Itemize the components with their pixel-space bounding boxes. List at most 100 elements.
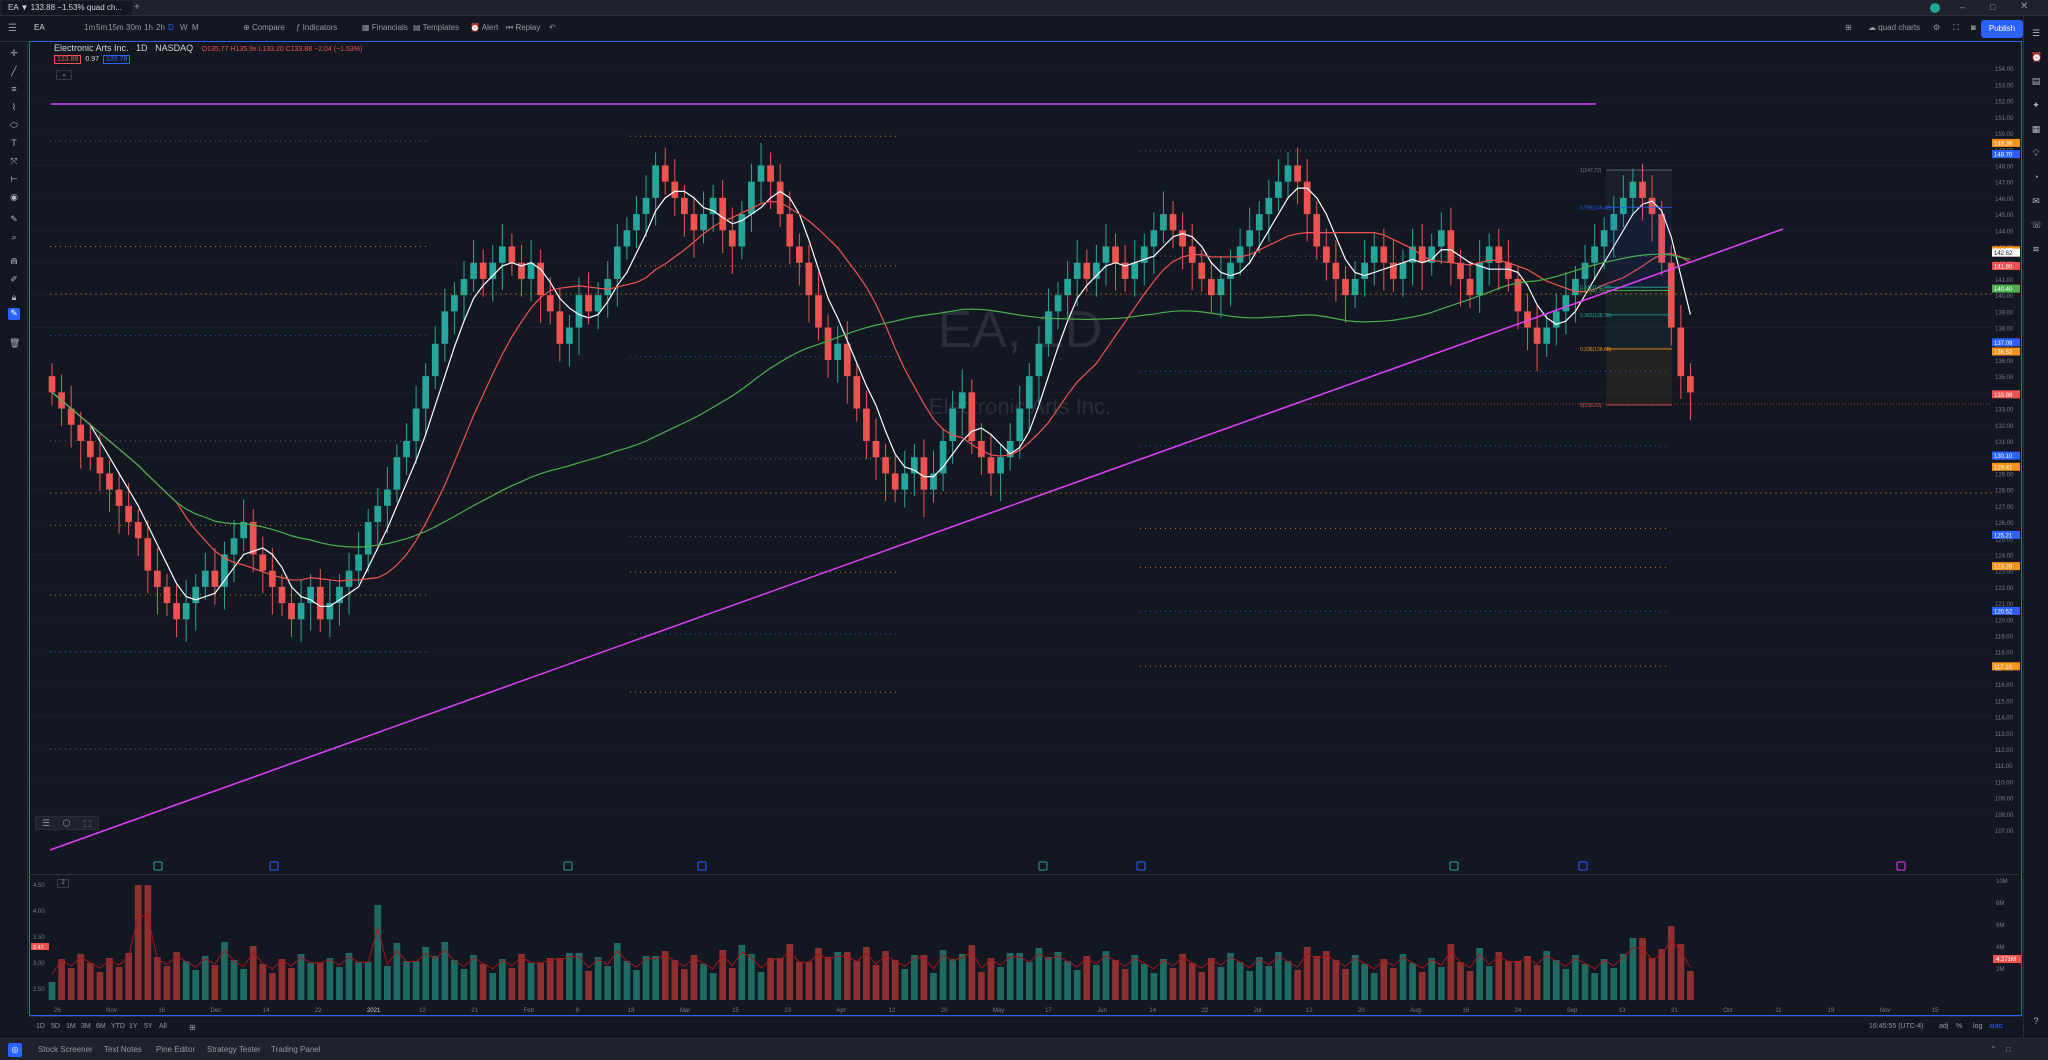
trash-icon[interactable]: 🗑︎ bbox=[9, 338, 21, 348]
event-markers[interactable] bbox=[153, 861, 1906, 871]
volume-chart[interactable]: 4.50 4.00 3.50 3.00 2.50 2.47 10M 8M 6M 4M 2M 4.37… bbox=[30, 875, 2048, 1003]
ideas-icon[interactable]: 💡︎ bbox=[2032, 148, 2040, 158]
sma-fast bbox=[51, 187, 1692, 607]
pencil-icon[interactable]: ✐ bbox=[10, 274, 18, 284]
range-all[interactable]: All bbox=[159, 1023, 167, 1030]
clock[interactable]: 16:45:55 (UTC-4) bbox=[1869, 1023, 1924, 1030]
interval-W[interactable]: W bbox=[180, 23, 188, 32]
range-ytd[interactable]: YTD bbox=[111, 1023, 125, 1030]
range-3m[interactable]: 3M bbox=[81, 1023, 91, 1030]
percent-toggle[interactable]: % bbox=[1956, 1023, 1963, 1030]
range-1y[interactable]: 1Y bbox=[129, 1023, 138, 1030]
log-toggle[interactable]: log bbox=[1973, 1023, 1983, 1030]
layout-name[interactable]: ☁ quad charts bbox=[1868, 23, 1921, 32]
bottom-logo-icon[interactable]: ◎ bbox=[8, 1043, 22, 1057]
alerts-icon[interactable]: ⏰ bbox=[2031, 52, 2043, 62]
interval-D[interactable]: D bbox=[168, 23, 174, 32]
camera-icon[interactable]: ◙ bbox=[1971, 23, 1976, 32]
interval-1h[interactable]: 1h bbox=[144, 23, 153, 32]
trendline[interactable] bbox=[49, 228, 1784, 851]
pattern-icon[interactable]: ⌇ bbox=[11, 102, 17, 112]
tab-trading-panel[interactable]: Trading Panel bbox=[271, 1045, 321, 1054]
chart-pane[interactable] bbox=[29, 41, 2022, 1016]
hotlist-icon[interactable]: ✦ bbox=[2032, 100, 2040, 110]
eye-icon[interactable]: ◉ bbox=[10, 192, 18, 202]
fib-icon[interactable]: ≡ bbox=[11, 84, 17, 94]
interval-30m[interactable]: 30m bbox=[126, 23, 142, 32]
range-5y[interactable]: 5Y bbox=[144, 1023, 153, 1030]
ask-price[interactable]: 133.78 bbox=[102, 55, 131, 64]
tab-strategy-tester[interactable]: Strategy Tester bbox=[207, 1045, 261, 1054]
interval-15m[interactable]: 15m bbox=[108, 23, 124, 32]
layout-icon[interactable]: ⊞ bbox=[1845, 23, 1852, 32]
tab-stock-screener[interactable]: Stock Screener bbox=[38, 1045, 93, 1054]
calendar-icon[interactable]: ▦ bbox=[2031, 124, 2041, 134]
time-axis[interactable]: 26 Nov 16 Dec 14 22 2021 12 21 Feb 9 18 Mar 15 23 Apr 12… bbox=[30, 1003, 2022, 1015]
projection-icon[interactable]: ⤧ bbox=[10, 156, 18, 166]
menu-icon[interactable]: ☰ bbox=[8, 23, 17, 34]
price-scale[interactable]: 154.00153.00152.00151.00150.00149.00148.… bbox=[1992, 42, 2022, 880]
templates-button[interactable]: ▤ Templates bbox=[413, 23, 460, 32]
range-5d[interactable]: 5D bbox=[51, 1023, 60, 1030]
interval-2h[interactable]: 2h bbox=[156, 23, 165, 32]
maximize-panel-icon[interactable]: □ bbox=[2006, 1045, 2011, 1054]
maximize-icon[interactable]: □ bbox=[1990, 2, 1996, 12]
indicators-button[interactable]: ƒ Indicators bbox=[296, 23, 338, 32]
auto-toggle[interactable]: auto bbox=[1989, 1023, 2003, 1030]
orders-icon[interactable]: ≋ bbox=[2032, 244, 2040, 254]
text-icon[interactable]: T bbox=[11, 138, 17, 148]
replay-button[interactable]: ⏮ Replay bbox=[506, 23, 541, 32]
close-window-icon[interactable]: ✕ bbox=[2020, 1, 2029, 12]
collapse-panel-icon[interactable]: ⌃ bbox=[1990, 1045, 1997, 1054]
volume-pane-label[interactable]: 2 bbox=[57, 879, 69, 888]
volume-bar bbox=[1361, 964, 1369, 1000]
streams-icon[interactable]: ◔ bbox=[2033, 172, 2039, 182]
new-tab-icon[interactable]: + bbox=[134, 2, 140, 13]
adj-toggle[interactable]: adj bbox=[1939, 1023, 1949, 1030]
collapse-legend-icon[interactable]: ⌄ bbox=[56, 70, 72, 80]
trendline-icon[interactable]: ╱ bbox=[11, 66, 17, 76]
watermark-symbol: EA, 1D bbox=[938, 301, 1103, 359]
interval-M[interactable]: M bbox=[192, 23, 199, 32]
zoom-icon[interactable]: ⌕ bbox=[11, 232, 17, 242]
select-icon[interactable]: ⬚ bbox=[82, 818, 92, 828]
bid-price[interactable]: 133.88 bbox=[54, 55, 82, 64]
visual-order-icon[interactable]: ⬡ bbox=[62, 818, 71, 828]
data-window-icon[interactable]: ▤ bbox=[2031, 76, 2041, 86]
favorites-icon[interactable]: ✎ bbox=[8, 308, 20, 320]
watchlist-icon[interactable]: ☰ bbox=[2031, 28, 2041, 38]
minimize-icon[interactable]: – bbox=[1960, 2, 1966, 12]
compare-button[interactable]: ⊕ Compare bbox=[243, 23, 285, 32]
undo-icon[interactable]: ↶ bbox=[549, 23, 556, 32]
symbol-search[interactable]: EA bbox=[34, 23, 45, 32]
tab-pine-editor[interactable]: Pine Editor bbox=[156, 1045, 196, 1054]
interval-5m[interactable]: 5m bbox=[96, 23, 108, 32]
settings-icon[interactable]: ⚙ bbox=[1933, 23, 1941, 32]
brush-icon[interactable]: ✎ bbox=[10, 214, 18, 224]
shape-icon[interactable]: ⬭ bbox=[10, 120, 18, 130]
avatar[interactable] bbox=[1930, 3, 1940, 13]
help-icon[interactable]: ? bbox=[2033, 1016, 2039, 1026]
magnet-icon[interactable]: ⋒ bbox=[10, 256, 18, 266]
notifications-icon[interactable]: ☏ bbox=[2031, 220, 2043, 230]
publish-button[interactable]: Publish bbox=[1981, 20, 2023, 38]
legend-name[interactable]: Electronic Arts Inc. bbox=[54, 43, 129, 53]
fib-retracement[interactable]: 1(147.72) 0.786(145.42) 0.618(140.49)0.5(1… bbox=[1580, 168, 1672, 409]
go-to-date-icon[interactable]: ⊞ bbox=[189, 1023, 196, 1032]
chart-tab[interactable]: EA ▼ 133.88 −1.53% quad ch... bbox=[2, 1, 132, 15]
measure-icon[interactable]: ⊢ bbox=[10, 174, 18, 184]
alert-button[interactable]: ⏰ Alert bbox=[470, 23, 499, 32]
drawing-mini-toolbar[interactable]: ☰ ⬡ ⬚ bbox=[35, 816, 99, 830]
interval-1m[interactable]: 1m bbox=[84, 23, 96, 32]
range-1d[interactable]: 1D bbox=[36, 1023, 45, 1030]
lock-icon[interactable]: 🔒︎ bbox=[11, 292, 17, 302]
template-icon[interactable]: ☰ bbox=[42, 818, 51, 828]
fullscreen-icon[interactable]: ⛶ bbox=[1953, 23, 1959, 32]
chat-icon[interactable]: ✉ bbox=[2032, 196, 2040, 206]
price-chart[interactable]: EA, 1D Electronic Arts Inc. 1(147.72) 0.7… bbox=[30, 42, 1992, 880]
range-1m[interactable]: 1M bbox=[66, 1023, 76, 1030]
crosshair-icon[interactable]: ✛ bbox=[10, 48, 18, 58]
financials-button[interactable]: ▦ Financials bbox=[362, 23, 408, 32]
range-6m[interactable]: 6M bbox=[96, 1023, 106, 1030]
tab-text-notes[interactable]: Text Notes bbox=[104, 1045, 142, 1054]
